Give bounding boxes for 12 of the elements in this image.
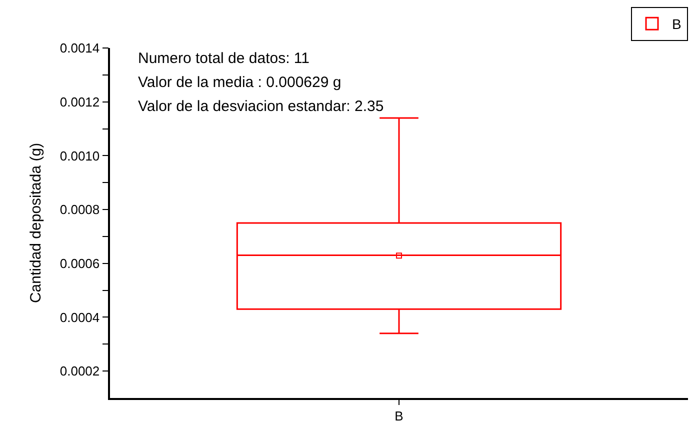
annotation: Numero total de datos: 11 (138, 50, 310, 67)
annotation: Valor de la media : 0.000629 g (138, 74, 342, 91)
y-tick-label: 0.0002 (60, 364, 100, 379)
y-tick-label: 0.0008 (60, 202, 100, 218)
y-axis-title: Cantidad depositada (g) (28, 142, 45, 304)
y-tick-label: 0.0010 (60, 148, 100, 164)
annotation: Valor de la desviacion estandar: 2.35 (138, 98, 384, 115)
y-tick-label: 0.0004 (60, 310, 100, 325)
legend-label: B (672, 16, 682, 32)
y-tick-label: 0.0014 (60, 40, 100, 56)
y-tick-label: 0.0006 (60, 256, 100, 271)
y-tick-label: 0.0012 (60, 94, 100, 110)
